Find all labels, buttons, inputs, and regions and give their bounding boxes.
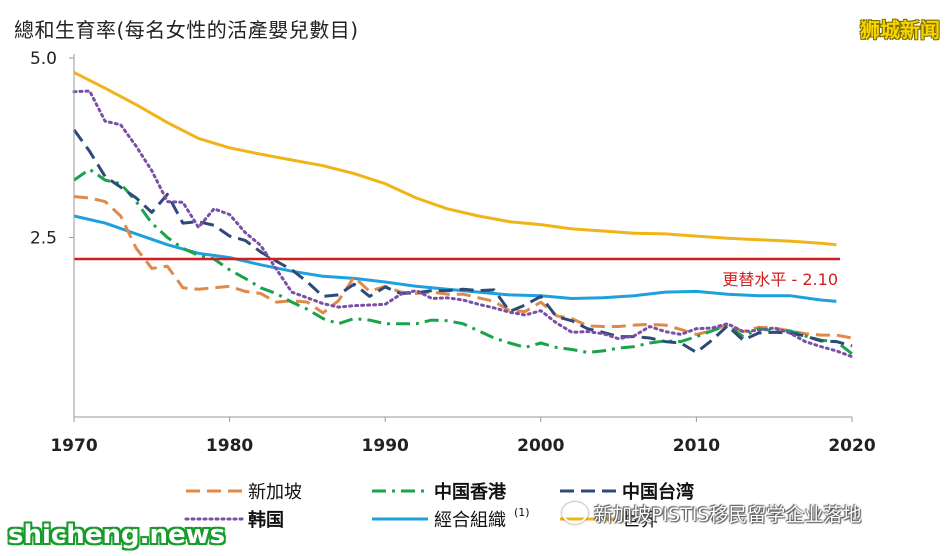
wechat-icon (562, 502, 588, 524)
legend-label: 世界 (622, 510, 658, 531)
series-line-2 (72, 128, 853, 354)
x-tick-label: 2010 (673, 436, 720, 456)
series-line-1 (73, 167, 853, 355)
x-tick-label: 1970 (50, 436, 97, 456)
series-line-0 (73, 195, 853, 340)
replacement-level-label: 更替水平 - 2.10 (722, 270, 838, 289)
x-tick-label: 2000 (517, 436, 564, 456)
chart-title: 總和生育率(每名女性的活產嬰兒數目) (14, 18, 359, 42)
x-tick-label: 1990 (362, 436, 409, 456)
account-watermark: 新加坡PISTIS移民留学企业落地 (562, 500, 861, 527)
y-tick-label: 5.0 (30, 49, 57, 69)
x-tick-label: 1980 (206, 436, 253, 456)
legend-label: 新加坡 (248, 482, 302, 503)
series-line-5 (73, 71, 837, 247)
legend-superscript: (1) (514, 506, 530, 519)
legend-label: 中国台湾 (622, 481, 694, 503)
legend-label: 韩国 (248, 509, 284, 531)
site-watermark: shicheng.news (8, 520, 226, 550)
y-tick-label: 2.5 (30, 229, 57, 249)
account-watermark-text: 新加坡PISTIS移民留学企业落地 (594, 504, 862, 526)
brand-logo: 狮城新闻 (860, 18, 940, 42)
legend-label: 經合組織 (434, 510, 506, 531)
legend-label: 中国香港 (434, 481, 507, 503)
series-line-3 (72, 89, 854, 359)
x-tick-label: 2020 (828, 436, 875, 456)
